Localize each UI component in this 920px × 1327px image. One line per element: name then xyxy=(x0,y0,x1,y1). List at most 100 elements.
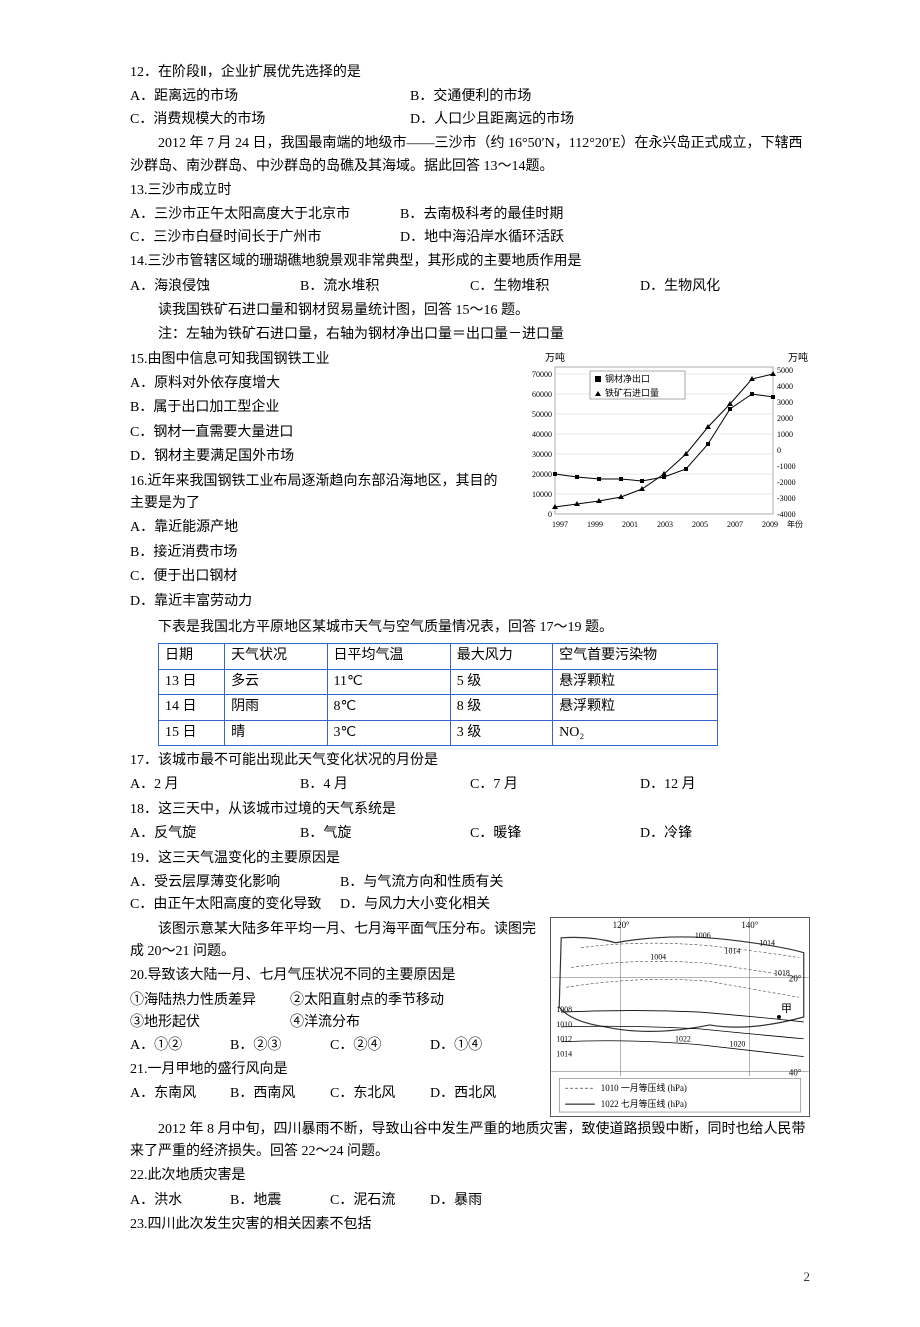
svg-text:1018: 1018 xyxy=(774,968,790,977)
svg-text:年份: 年份 xyxy=(787,519,803,529)
q14-a: A．海浪侵蚀 xyxy=(130,276,280,298)
svg-text:5000: 5000 xyxy=(777,366,793,375)
q16-c: C．便于出口钢材 xyxy=(130,566,810,588)
q22-options: A．洪水 B．地震 C．泥石流 D．暴雨 xyxy=(130,1190,810,1212)
table-row: 13 日 多云 11℃ 5 级 悬浮颗粒 xyxy=(159,669,718,694)
q20-b: B．②③ xyxy=(230,1035,330,1057)
q22-a: A．洪水 xyxy=(130,1190,230,1212)
passage-sichuan: 2012 年 8 月中旬，四川暴雨不断，导致山谷中发生严重的地质灾害，致使道路损… xyxy=(130,1119,810,1164)
svg-text:-2000: -2000 xyxy=(777,478,796,487)
q22-c: C．泥石流 xyxy=(330,1190,430,1212)
th-pollute: 空气首要污染物 xyxy=(553,644,718,669)
svg-text:1022: 1022 xyxy=(675,1034,691,1043)
svg-text:1006: 1006 xyxy=(695,930,711,939)
th-wind: 最大风力 xyxy=(450,644,552,669)
q18-options: A．反气旋 B．气旋 C．暖锋 D．冷锋 xyxy=(130,823,810,845)
q22-d: D．暴雨 xyxy=(430,1190,530,1212)
q21-a: A．东南风 xyxy=(130,1083,230,1105)
q21-d: D．西北风 xyxy=(430,1083,530,1105)
steel-markers xyxy=(553,392,775,483)
q17-c: C．7 月 xyxy=(470,774,620,796)
q16-d: D．靠近丰富劳动力 xyxy=(130,591,810,613)
chart-svg: 万吨 万吨 0 10000 20000 30000 40000 50000 60… xyxy=(510,349,810,539)
passage-sansha: 2012 年 7 月 24 日，我国最南端的地级市——三沙市（约 16°50′N… xyxy=(130,133,810,178)
svg-text:0: 0 xyxy=(548,510,552,519)
steel-series xyxy=(555,394,773,481)
q17-options: A．2 月 B．4 月 C．7 月 D．12 月 xyxy=(130,774,810,796)
table-row: 15 日 晴 3℃ 3 级 NO₂ xyxy=(159,720,718,745)
q14-options: A．海浪侵蚀 B．流水堆积 C．生物堆积 D．生物风化 xyxy=(130,276,810,298)
q20-c: C．②④ xyxy=(330,1035,430,1057)
q14-b: B．流水堆积 xyxy=(300,276,450,298)
q21-c: C．东北风 xyxy=(330,1083,430,1105)
svg-text:1008: 1008 xyxy=(556,1005,572,1014)
svg-text:70000: 70000 xyxy=(532,370,552,379)
steel-chart: 万吨 万吨 0 10000 20000 30000 40000 50000 60… xyxy=(510,349,810,539)
question-12: 12．在阶段Ⅱ，企业扩展优先选择的是 xyxy=(130,62,810,84)
svg-text:2009: 2009 xyxy=(762,520,778,529)
q21-options: A．东南风 B．西南风 C．东北风 D．西北风 xyxy=(130,1083,540,1105)
q16-b: B．接近消费市场 xyxy=(130,542,810,564)
svg-text:2001: 2001 xyxy=(622,520,638,529)
q18-b: B．气旋 xyxy=(300,823,450,845)
question-13: 13.三沙市成立时 xyxy=(130,180,810,202)
map-legend-jul: 1022 七月等压线 (hPa) xyxy=(601,1098,687,1109)
question-14: 14.三沙市管辖区域的珊瑚礁地貌景观非常典型，其形成的主要地质作用是 xyxy=(130,251,810,273)
q13-a: A．三沙市正午太阳高度大于北京市 xyxy=(130,204,400,226)
svg-text:1020: 1020 xyxy=(730,1039,746,1048)
q22-b: B．地震 xyxy=(230,1190,330,1212)
svg-text:1012: 1012 xyxy=(556,1034,572,1043)
q20-cause1: ①海陆热力性质差异 xyxy=(130,990,290,1012)
q13-c: C．三沙市白昼时间长于广州市 xyxy=(130,227,400,249)
q18-d: D．冷锋 xyxy=(640,823,790,845)
svg-text:0: 0 xyxy=(777,446,781,455)
svg-text:-1000: -1000 xyxy=(777,462,796,471)
table-header-row: 日期 天气状况 日平均气温 最大风力 空气首要污染物 xyxy=(159,644,718,669)
question-23: 23.四川此次发生灾害的相关因素不包括 xyxy=(130,1214,810,1236)
left-ticks: 0 10000 20000 30000 40000 50000 60000 70… xyxy=(532,370,552,519)
question-18: 18．这三天中，从该城市过境的天气系统是 xyxy=(130,799,810,821)
q17-a: A．2 月 xyxy=(130,774,280,796)
svg-text:30000: 30000 xyxy=(532,450,552,459)
q14-c: C．生物堆积 xyxy=(470,276,620,298)
question-19: 19．这三天气温变化的主要原因是 xyxy=(130,848,810,870)
q20-d: D．①④ xyxy=(430,1035,530,1057)
svg-text:-4000: -4000 xyxy=(777,510,796,519)
map-point-jia: 甲 xyxy=(781,1003,792,1015)
q20-a: A．①② xyxy=(130,1035,230,1057)
chart-left-unit: 万吨 xyxy=(545,351,565,364)
q13-row2: C．三沙市白昼时间长于广州市 D．地中海沿岸水循环活跃 xyxy=(130,227,810,249)
question-22: 22.此次地质灾害是 xyxy=(130,1165,810,1187)
q18-c: C．暖锋 xyxy=(470,823,620,845)
q12-a: A．距离远的市场 xyxy=(130,86,410,108)
x-labels: 1997 1999 2001 2003 2005 2007 2009 年份 xyxy=(552,519,803,529)
q12-c: C．消费规模大的市场 xyxy=(130,109,410,131)
q20-cause2: ②太阳直射点的季节移动 xyxy=(290,990,444,1012)
svg-text:2000: 2000 xyxy=(777,414,793,423)
svg-text:20000: 20000 xyxy=(532,470,552,479)
weather-table: 日期 天气状况 日平均气温 最大风力 空气首要污染物 13 日 多云 11℃ 5… xyxy=(158,643,718,746)
chart-right-unit: 万吨 xyxy=(788,351,808,364)
legend-steel: 钢材净出口 xyxy=(605,373,650,384)
svg-text:2007: 2007 xyxy=(727,520,743,529)
q20-causes2: ③地形起伏 ④洋流分布 xyxy=(130,1012,540,1034)
q20-options: A．①② B．②③ C．②④ D．①④ xyxy=(130,1035,540,1057)
svg-text:-3000: -3000 xyxy=(777,494,796,503)
map-legend-jan: 1010 一月等压线 (hPa) xyxy=(601,1082,687,1093)
svg-text:1997: 1997 xyxy=(552,520,568,529)
q20-cause4: ④洋流分布 xyxy=(290,1012,360,1034)
th-date: 日期 xyxy=(159,644,225,669)
passage-weather: 下表是我国北方平原地区某城市天气与空气质量情况表，回答 17～19 题。 xyxy=(130,617,810,639)
svg-text:4000: 4000 xyxy=(777,382,793,391)
pressure-map: 120° 140° 20° 40° 1006 1014 1014 1004 10… xyxy=(550,917,810,1117)
q21-b: B．西南风 xyxy=(230,1083,330,1105)
q13-d: D．地中海沿岸水循环活跃 xyxy=(400,227,564,249)
svg-text:50000: 50000 xyxy=(532,410,552,419)
svg-text:2003: 2003 xyxy=(657,520,673,529)
page-number: 2 xyxy=(130,1267,810,1288)
svg-text:1014: 1014 xyxy=(759,938,775,947)
q17-d: D．12 月 xyxy=(640,774,790,796)
q12-b: B．交通便利的市场 xyxy=(410,86,690,108)
q20-causes1: ①海陆热力性质差异 ②太阳直射点的季节移动 xyxy=(130,990,540,1012)
svg-text:120°: 120° xyxy=(613,920,630,930)
